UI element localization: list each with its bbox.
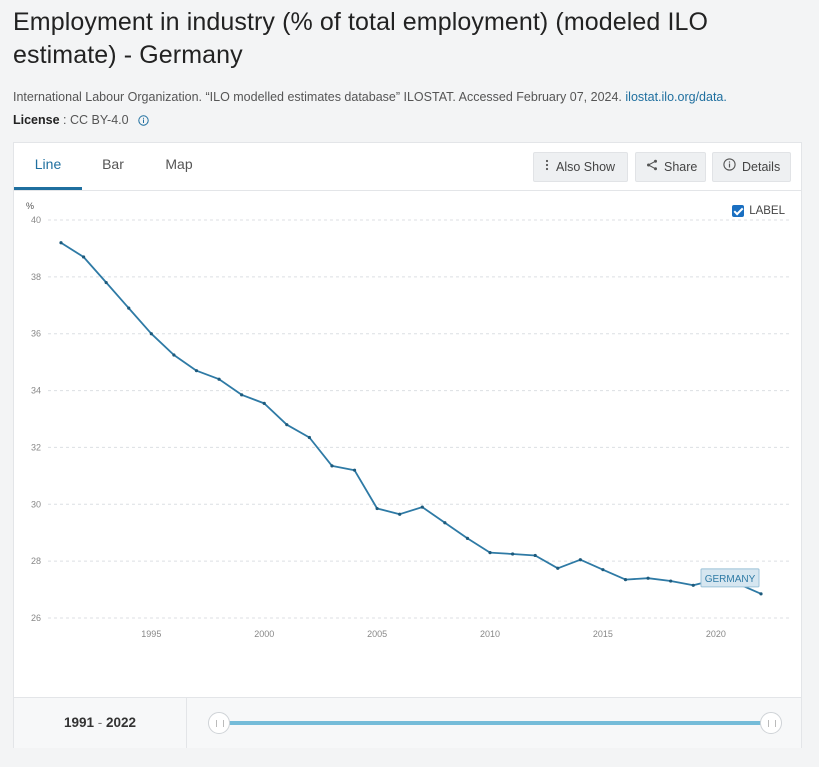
also-show-button[interactable]: Also Show: [533, 152, 628, 182]
data-point: [81, 255, 86, 259]
range-start: 1991: [63, 715, 94, 730]
data-point: [420, 505, 424, 509]
x-tick-label: 2005: [367, 629, 387, 639]
data-point: [262, 401, 266, 405]
x-tick-label: 2015: [593, 629, 613, 639]
data-point: [172, 353, 176, 357]
share-icon: [646, 152, 658, 182]
data-point: [556, 566, 560, 570]
y-tick-label: 38: [31, 272, 41, 282]
data-point: [669, 579, 673, 583]
data-point: [330, 464, 334, 468]
y-tick-label: 34: [31, 386, 41, 396]
page-title: Employment in industry (% of total emplo…: [13, 8, 709, 69]
range-end: 2022: [106, 715, 137, 730]
label-toggle[interactable]: LABEL: [732, 205, 785, 217]
year-range-label: 1991 - 2022: [14, 698, 187, 748]
data-point: [285, 423, 289, 427]
y-tick-label: 36: [31, 329, 41, 339]
data-point: [465, 536, 470, 540]
x-tick-label: 2010: [480, 629, 500, 639]
y-tick-label: 26: [31, 613, 41, 623]
source-citation: International Labour Organization. “ILO …: [13, 87, 813, 107]
tab-map[interactable]: Map: [165, 156, 193, 172]
series-label: GERMANY: [705, 574, 756, 585]
line-chart-svg: 26 28 30 32 34 36 38 40% 1995 2000 2005 2010 2015 202…: [26, 201, 791, 639]
line-chart: 26 28 30 32 34 36 38 40% 1995 2000 2005 2010 2015 202…: [14, 191, 801, 697]
source-link[interactable]: ilostat.ilo.org/data.: [625, 90, 727, 104]
data-point: [127, 306, 131, 310]
data-point: [488, 551, 492, 555]
license-line: License : CC BY-4.0: [13, 110, 149, 132]
range-separator: -: [97, 715, 103, 730]
data-point: [375, 506, 379, 511]
data-point: [398, 512, 402, 516]
data-point: [646, 576, 650, 580]
series-line: [60, 241, 762, 595]
label-checkbox[interactable]: [732, 205, 745, 217]
chart-tabs: Line Bar Map Also Show Share Details: [14, 143, 801, 191]
data-point: [623, 578, 628, 582]
x-tick-label: 2020: [706, 629, 726, 639]
data-point: [601, 568, 605, 572]
y-axis-unit: %: [26, 201, 34, 211]
details-label: Details: [742, 160, 781, 174]
tab-line[interactable]: Line: [14, 143, 82, 190]
year-range-slider[interactable]: [219, 721, 771, 725]
also-show-label: Also Show: [556, 160, 616, 174]
data-point: [443, 521, 447, 525]
data-point: [511, 552, 515, 556]
license-value: : CC BY-4.0: [63, 113, 129, 127]
license-label: License: [13, 113, 60, 127]
data-point: [533, 553, 537, 558]
x-tick-label: 1995: [141, 629, 161, 639]
data-point: [240, 393, 244, 397]
y-tick-label: 40: [31, 215, 41, 225]
info-circle-icon: [723, 152, 736, 182]
data-point: [149, 332, 153, 336]
data-point: [59, 241, 63, 245]
series-label-badge: [700, 568, 760, 588]
y-tick-label: 28: [31, 556, 41, 566]
data-point: [104, 280, 108, 285]
data-point: [194, 369, 199, 373]
more-vertical-icon: [544, 152, 550, 182]
data-point: [578, 558, 582, 562]
y-tick-label: 32: [31, 442, 41, 452]
info-icon[interactable]: [138, 112, 149, 132]
x-tick-label: 2000: [254, 629, 274, 639]
share-button[interactable]: Share: [635, 152, 706, 182]
y-tick-label: 30: [31, 499, 41, 509]
label-toggle-text: LABEL: [749, 205, 785, 217]
slider-handle-end[interactable]: [760, 712, 782, 734]
data-point: [307, 435, 311, 440]
slider-handle-start[interactable]: [208, 712, 230, 734]
data-point: [691, 583, 695, 587]
source-text: International Labour Organization. “ILO …: [13, 90, 622, 104]
chart-panel: Line Bar Map Also Show Share Details LAB…: [13, 142, 802, 748]
data-point: [352, 468, 357, 472]
share-label: Share: [664, 160, 698, 174]
data-point: [217, 377, 221, 381]
details-button[interactable]: Details: [712, 152, 791, 182]
tab-bar[interactable]: Bar: [102, 156, 124, 172]
data-point: [759, 592, 763, 596]
range-footer: 1991 - 2022: [14, 697, 801, 748]
